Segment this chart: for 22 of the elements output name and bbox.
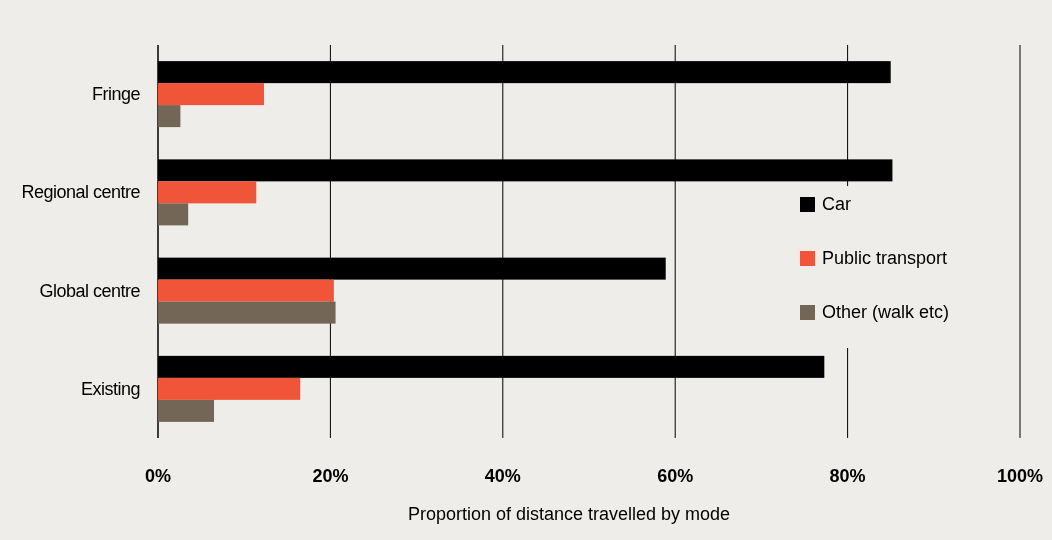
legend-label: Car bbox=[822, 194, 852, 214]
bar bbox=[158, 301, 336, 324]
x-tick-label: 80% bbox=[829, 466, 866, 486]
y-tick-label: Existing bbox=[80, 378, 140, 399]
y-tick-label: Regional centre bbox=[21, 182, 141, 203]
x-axis-title: Proportion of distance travelled by mode bbox=[407, 504, 731, 524]
bar bbox=[158, 399, 215, 422]
bar bbox=[158, 279, 334, 302]
y-tick-label: Fringe bbox=[91, 84, 141, 105]
x-tick-label: 60% bbox=[657, 466, 694, 486]
legend-label: Other (walk etc) bbox=[822, 302, 950, 322]
bar bbox=[158, 105, 181, 128]
y-tick-label: Global centre bbox=[39, 280, 141, 301]
x-tick-label: 20% bbox=[312, 466, 349, 486]
x-tick-label: 100% bbox=[996, 466, 1044, 486]
x-tick-label: 0% bbox=[144, 466, 172, 486]
bar bbox=[158, 377, 301, 400]
bar bbox=[158, 203, 189, 226]
bar bbox=[158, 83, 265, 106]
legend-label: Public transport bbox=[822, 248, 948, 268]
x-tick-label: 40% bbox=[484, 466, 521, 486]
bar bbox=[158, 181, 257, 204]
